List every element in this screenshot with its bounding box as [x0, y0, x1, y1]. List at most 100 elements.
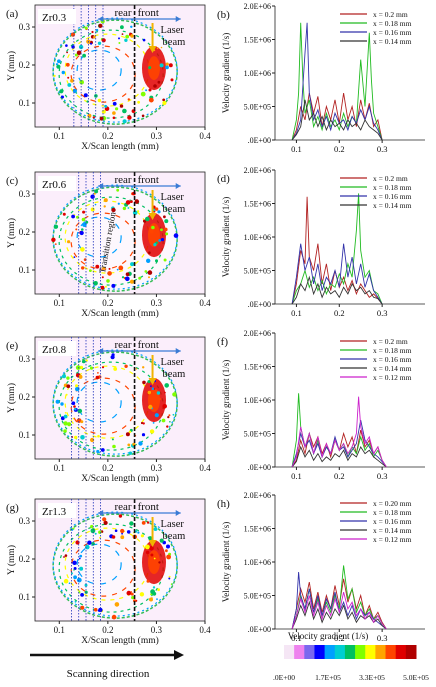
y-tick-label: 0.3 — [19, 354, 31, 364]
y-tick-label: 1.5E+06 — [244, 363, 271, 372]
contour-blob — [157, 588, 161, 592]
contour-blob — [90, 207, 95, 212]
contour-blob — [57, 59, 61, 64]
contour-blob — [162, 100, 167, 106]
beam-label-2: beam — [163, 204, 186, 215]
beam-arrowhead — [148, 378, 157, 385]
y-tick-label: 0.1 — [19, 592, 30, 602]
melt-pool — [52, 513, 178, 619]
contour-blob — [128, 430, 132, 433]
contour-blob — [142, 422, 145, 425]
contour-blob — [130, 25, 133, 28]
contour-blob — [158, 239, 162, 242]
contour-blob — [98, 530, 102, 534]
contour-blob — [101, 109, 106, 114]
contour-blob — [60, 416, 65, 421]
contour-blob — [77, 408, 83, 414]
contour-blob — [172, 413, 175, 416]
y-axis-label: Velocity gradient (1/s) — [221, 197, 231, 277]
x-tick-label: 0.3 — [377, 633, 388, 643]
x-axis-label: X/Scan length (mm) — [81, 635, 159, 646]
contour-blob — [148, 404, 153, 410]
x-tick-label: 0.3 — [377, 144, 388, 154]
x-tick-label: 0.4 — [199, 298, 211, 308]
beam-label-2: beam — [163, 369, 186, 380]
contour-blob — [53, 224, 59, 229]
contour-blob — [114, 602, 120, 607]
contour-blob — [146, 258, 151, 263]
arrowhead-left — [98, 510, 104, 516]
contour-blob — [111, 614, 117, 620]
bottom-strip: Scanning direction Velocity gradient (1/s… — [30, 631, 429, 682]
contour-blob — [145, 550, 150, 555]
contour-blob — [74, 435, 78, 440]
colorbar-swatch — [304, 645, 315, 659]
legend-entry: x = 0.12 mm — [373, 373, 412, 382]
series-line — [291, 396, 387, 468]
contour-blob — [80, 247, 85, 252]
beam-label-2: beam — [163, 37, 186, 48]
hotspot-core — [148, 56, 160, 81]
contour-blob — [63, 421, 68, 426]
contour-blob — [84, 583, 88, 587]
hotspot-core — [148, 550, 160, 575]
contour-blob — [156, 391, 161, 395]
contour-blob — [82, 222, 87, 227]
x-tick-label: 0.2 — [102, 298, 113, 308]
contour-blob — [71, 401, 76, 406]
contour-blob — [142, 38, 146, 42]
contour-blob — [166, 425, 169, 428]
colorbar-tick: 5.0E+05 — [403, 673, 429, 682]
contour-blob — [121, 276, 125, 279]
contour-blob — [165, 65, 169, 70]
contour-blob — [91, 542, 95, 546]
contour-blob — [151, 387, 155, 391]
contour-blob — [63, 578, 69, 584]
contour-blob — [158, 397, 161, 401]
contour-blob — [61, 70, 65, 75]
contour-blob — [121, 33, 124, 35]
series-line — [291, 393, 387, 468]
contour-blob — [95, 375, 100, 380]
contour-blob — [168, 63, 173, 68]
contour-blob — [71, 214, 75, 219]
beam-arrowhead — [148, 540, 157, 547]
contour-blob — [81, 359, 86, 364]
colorbar-swatch — [334, 645, 346, 659]
contour-blob — [112, 444, 116, 449]
front-label: front — [138, 339, 159, 351]
y-tick-label: 1.5E+06 — [244, 525, 271, 534]
gradient-chart-1: .0E+00 5.0E+05 1.0E+06 1.5E+06 2.0E+06 0.1 0.2… — [217, 166, 425, 318]
gradient-chart-2: .0E+00 5.0E+05 1.0E+06 1.5E+06 2.0E+06 0.1 0.2… — [217, 329, 425, 481]
contour-blob — [100, 285, 105, 290]
x-tick-label: 0.2 — [334, 471, 345, 481]
contour-blob — [166, 554, 172, 560]
hotspot-core — [148, 223, 160, 248]
contour-blob — [127, 115, 132, 120]
contour-blob — [90, 528, 96, 534]
contour-blob — [125, 34, 130, 39]
contour-blob — [119, 104, 124, 108]
beam-arrowhead — [148, 46, 157, 53]
contour-blob — [94, 189, 99, 194]
legend-entry: x = 0.12 mm — [373, 535, 412, 544]
contour-blob — [117, 202, 120, 205]
contour-blob — [157, 210, 161, 214]
contour-blob — [130, 200, 133, 204]
x-tick-label: 0.1 — [291, 633, 302, 643]
contour-blob — [79, 365, 84, 370]
colorbar-swatch — [314, 645, 326, 659]
label-box — [38, 341, 76, 356]
contour-blob — [126, 590, 132, 596]
contour-blob — [125, 432, 130, 437]
contour-blob — [153, 243, 157, 247]
contour-blob — [98, 23, 103, 28]
contour-blob — [151, 225, 155, 230]
contour-blob — [141, 433, 146, 437]
contour-blob — [103, 198, 108, 203]
contour-blob — [62, 212, 66, 216]
contour-blob — [166, 544, 170, 549]
legend-entry: x = 0.20 mm — [373, 499, 412, 508]
contour-blob — [118, 42, 121, 44]
